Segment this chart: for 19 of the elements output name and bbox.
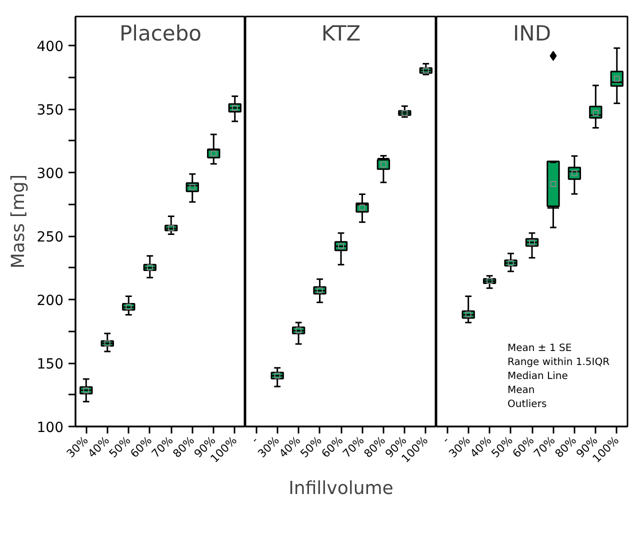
annotation: Median Line [508, 371, 568, 382]
x-tick-label: - [248, 434, 261, 446]
y-tick-label: 200 [36, 293, 64, 310]
annotation: Outliers [508, 399, 547, 410]
chart-title: IND [512, 22, 552, 46]
y-tick-label: 300 [36, 166, 64, 182]
chart-title: KTZ [321, 22, 361, 46]
y-axis-title: Mass [mg] [8, 174, 29, 269]
x-axis-title: Infillvolume [288, 478, 394, 499]
y-tick-label: 100 [36, 420, 64, 436]
annotation: Range within 1.5IQR [508, 357, 610, 368]
y-tick-label: 150 [36, 356, 64, 373]
annotation: Mean ± 1 SE [508, 343, 572, 354]
chart-title: Placebo [119, 22, 202, 46]
y-tick-label: 350 [36, 102, 64, 119]
annotation: Mean [508, 385, 535, 396]
y-tick-label: 250 [36, 230, 64, 246]
y-tick-label: 400 [36, 39, 64, 56]
x-tick-label: - [440, 434, 452, 446]
